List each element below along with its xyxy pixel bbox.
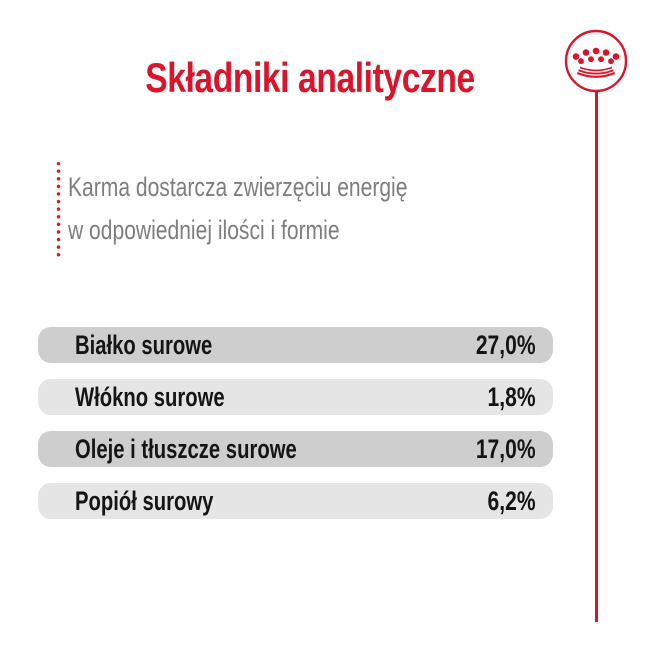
vertical-divider-line <box>595 91 598 622</box>
subtitle-line-1: Karma dostarcza zwierzęciu energię <box>68 172 408 202</box>
dotted-accent-line <box>56 161 61 259</box>
royal-canin-crown-icon <box>564 29 628 93</box>
row-value: 17,0% <box>476 433 536 464</box>
table-row: Popiół surowy 6,2% <box>38 483 553 519</box>
table-row: Białko surowe 27,0% <box>38 327 553 363</box>
subtitle-line-2: w odpowiedniej ilości i formie <box>68 215 340 245</box>
row-label: Białko surowe <box>75 329 213 360</box>
table-row: Włókno surowe 1,8% <box>38 379 553 415</box>
row-label: Włókno surowe <box>75 381 225 412</box>
row-value: 27,0% <box>476 329 536 360</box>
row-value: 6,2% <box>487 485 536 516</box>
analytical-components-table: Białko surowe 27,0% Włókno surowe 1,8% O… <box>38 327 553 535</box>
row-label: Oleje i tłuszcze surowe <box>75 433 297 464</box>
table-row: Oleje i tłuszcze surowe 17,0% <box>38 431 553 467</box>
row-label: Popiół surowy <box>75 485 214 516</box>
subtitle: Karma dostarcza zwierzęciu energię w odp… <box>68 166 407 252</box>
page-title: Składniki analityczne <box>145 54 475 101</box>
row-value: 1,8% <box>487 381 536 412</box>
